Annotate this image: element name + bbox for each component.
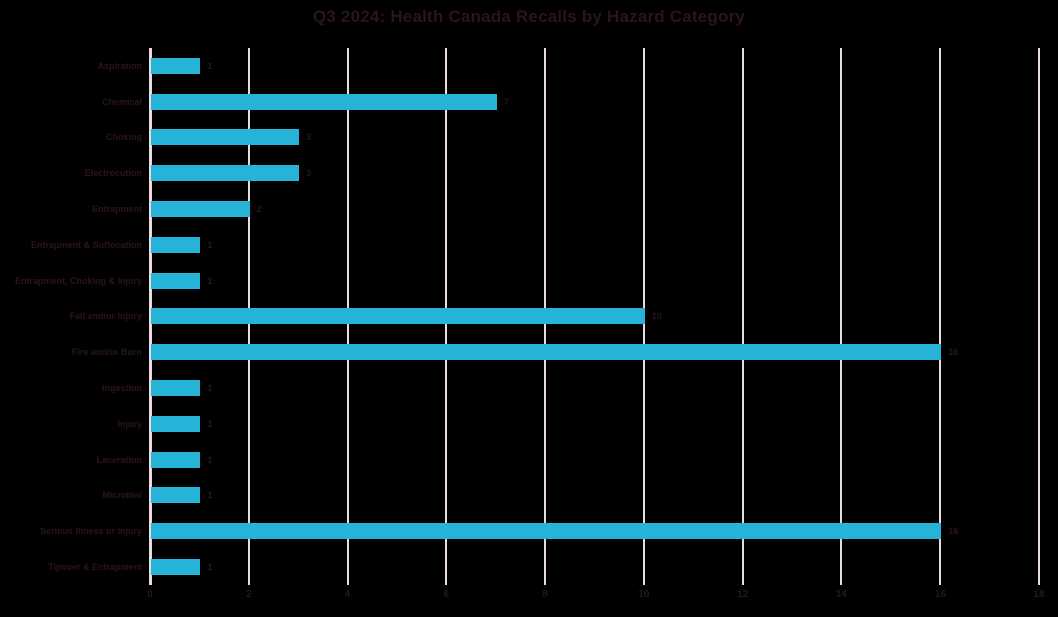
value-label: 1 [207,454,213,465]
x-tick-label: 8 [542,589,548,600]
value-label: 1 [207,60,213,71]
chart-row: Entrapment, Choking & Injury 1 [0,263,1058,299]
chart-row: Entrapment & Suffocation 1 [0,227,1058,263]
x-gridline [939,48,942,585]
value-label: 16 [948,347,959,358]
y-axis-line [149,48,152,585]
bar [151,415,201,432]
bar [151,451,201,468]
x-tick-label: 10 [638,589,650,600]
chart-row: Chemical 7 [0,84,1058,120]
bar [151,272,201,289]
x-tick-label: 6 [443,589,450,600]
x-tick-label: 4 [344,589,351,600]
bar [151,523,942,540]
bar [151,487,201,504]
value-label: 1 [207,562,213,573]
x-tick-label: 16 [934,589,946,600]
value-label: 3 [306,168,312,179]
value-label: 1 [207,418,213,429]
x-gridline [1038,48,1040,585]
x-tick-label: 18 [1033,589,1045,600]
bar [151,559,201,576]
value-label: 10 [651,311,662,322]
value-label: 3 [306,132,312,143]
value-label: 1 [207,383,213,394]
chart-row: Entrapment 2 [0,191,1058,227]
category-label: Tipover & Entrapment [48,562,142,573]
category-label: Aspiration [97,60,142,71]
bar [151,93,497,110]
bar [151,236,201,253]
category-label: Fire and/or Burn [71,347,142,358]
chart-row: Microbial 1 [0,478,1058,514]
category-label: Laceration [96,454,142,465]
x-tick-label: 2 [245,589,252,600]
bar [151,201,250,218]
x-tick-label: 12 [737,589,749,600]
chart-row: Ingestion 1 [0,370,1058,406]
x-gridline [840,48,843,585]
x-tick-label: 14 [835,589,847,600]
x-gridline [741,48,744,585]
chart-row: Injury 1 [0,406,1058,442]
value-label: 1 [207,275,213,286]
bar [151,344,942,361]
chart-row: Serious Illness or Injury 16 [0,513,1058,549]
chart-row: Laceration 1 [0,442,1058,478]
category-label: Chemical [101,96,142,107]
value-label: 1 [207,239,213,250]
plot-area: Aspiration 1 Chemical 7 Choking 3 Electrocutio… [0,48,1058,585]
category-label: Ingestion [102,383,142,394]
category-label: Entrapment [91,204,142,215]
category-label: Entrapment, Choking & Injury [14,275,142,286]
bar [151,57,201,74]
chart-row: Aspiration 1 [0,48,1058,84]
value-label: 16 [948,526,959,537]
value-label: 2 [256,204,262,215]
category-label: Injury [117,418,142,429]
value-label: 1 [207,490,213,501]
x-axis-tick-labels: 0 2 4 6 8 10 12 14 16 18 [0,589,1058,605]
x-tick-label: 0 [147,589,153,600]
category-label: Fall and/or Injury [69,311,142,322]
category-label: Microbial [102,490,142,501]
category-label: Electrocution [84,168,142,179]
bar [151,129,300,146]
chart-row: Fall and/or Injury 10 [0,299,1058,335]
value-label: 7 [503,96,509,107]
bar [151,165,300,182]
category-label: Serious Illness or Injury [39,526,142,537]
chart-title: Q3 2024: Health Canada Recalls by Hazard… [312,7,746,26]
category-label: Entrapment & Suffocation [30,239,142,250]
chart-row: Choking 3 [0,120,1058,156]
category-label: Choking [106,132,142,143]
bar [151,308,645,325]
chart-row: Tipover & Entrapment 1 [0,549,1058,585]
chart-row: Fire and/or Burn 16 [0,334,1058,370]
chart-row: Electrocution 3 [0,155,1058,191]
bar [151,380,201,397]
